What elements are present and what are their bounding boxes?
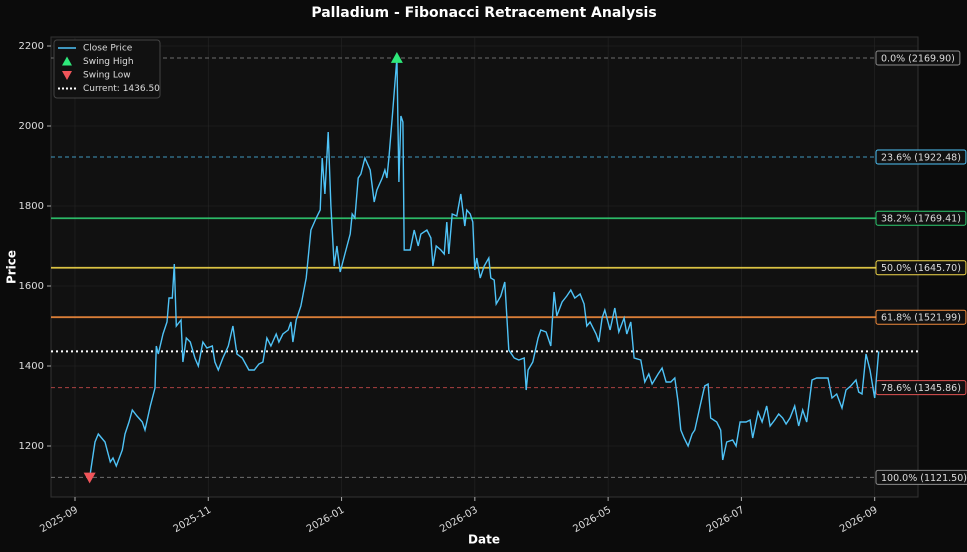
y-tick-label: 2200 xyxy=(19,41,44,52)
y-tick-label: 1200 xyxy=(19,441,44,452)
fib-label-box xyxy=(875,149,967,165)
fib-label: 100.0% (1121.50) xyxy=(881,473,967,484)
fib-label-box xyxy=(875,50,961,66)
fib-label-box xyxy=(875,309,967,325)
y-axis-label: Price xyxy=(5,250,19,284)
fib-label-box xyxy=(875,469,967,485)
legend-swatch xyxy=(62,71,72,80)
fib-label: 38.2% (1769.41) xyxy=(881,214,961,225)
swing-marker xyxy=(390,52,403,63)
price-line xyxy=(89,57,880,478)
fib-label: 78.6% (1345.86) xyxy=(881,383,961,394)
legend-swatch xyxy=(62,56,72,66)
fib-label: 50.0% (1645.70) xyxy=(881,263,961,274)
y-tick-label: 1600 xyxy=(19,281,44,292)
legend-box xyxy=(53,39,161,99)
y-tick-label: 1400 xyxy=(19,361,44,372)
y-tick-label: 1800 xyxy=(19,201,44,212)
fib-label: 23.6% (1922.48) xyxy=(881,153,961,164)
legend-label: Close Price xyxy=(83,44,133,54)
chart-title: Palladium - Fibonacci Retracement Analys… xyxy=(311,5,656,21)
legend-label: Swing High xyxy=(83,57,134,67)
legend-label: Swing Low xyxy=(83,71,131,81)
legend-label: Current: 1436.50 xyxy=(83,84,160,94)
y-tick-label: 2000 xyxy=(19,121,44,132)
x-axis-label: Date xyxy=(468,533,500,547)
swing-marker xyxy=(83,472,96,484)
fib-label: 61.8% (1521.99) xyxy=(881,313,961,324)
fib-label: 0.0% (2169.90) xyxy=(881,54,955,65)
fib-label-box xyxy=(875,210,967,226)
fib-label-box xyxy=(875,260,967,276)
